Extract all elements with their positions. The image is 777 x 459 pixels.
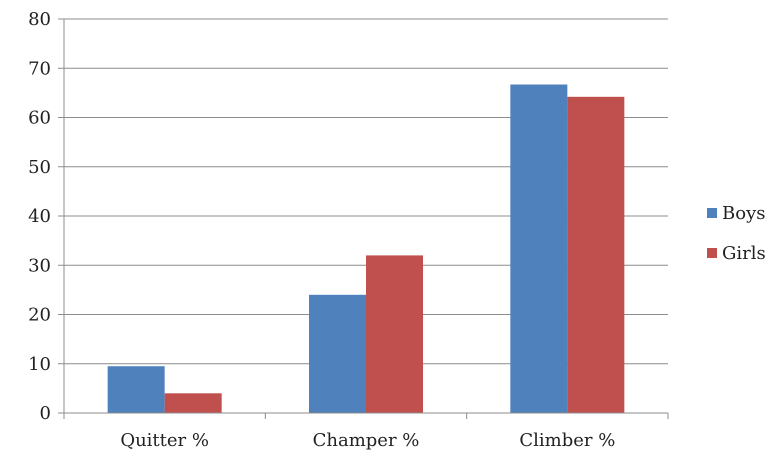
bars: [107, 84, 625, 413]
bar-boys-0: [107, 366, 165, 413]
x-tick-labels: Quitter % Champer % Climber %: [120, 430, 615, 451]
bar-boys-2: [510, 84, 568, 413]
x-tick-label: Quitter %: [120, 430, 209, 451]
y-tick-label: 10: [28, 354, 51, 375]
legend-swatch-boys: [707, 208, 717, 218]
y-tick-label: 0: [40, 403, 51, 424]
y-tick-label: 50: [28, 157, 51, 178]
bar-boys-1: [309, 294, 366, 413]
legend: Boys Girls: [707, 203, 766, 264]
legend-label-boys: Boys: [722, 203, 765, 224]
y-tick-labels: 0 10 20 30 40 50 60 70 80: [28, 9, 51, 424]
x-tick-label: Champer %: [313, 430, 420, 451]
legend-swatch-girls: [707, 248, 717, 258]
axes: [58, 18, 669, 419]
legend-label-girls: Girls: [722, 243, 766, 264]
y-tick-label: 60: [28, 108, 51, 129]
bar-girls-0: [164, 393, 222, 413]
y-tick-label: 20: [28, 305, 51, 326]
y-tick-label: 30: [28, 255, 51, 276]
bar-girls-1: [366, 255, 423, 413]
y-tick-label: 70: [28, 58, 51, 79]
bar-girls-2: [567, 96, 625, 413]
x-tick-label: Climber %: [519, 430, 615, 451]
y-tick-label: 80: [28, 9, 51, 30]
y-tick-label: 40: [28, 206, 51, 227]
